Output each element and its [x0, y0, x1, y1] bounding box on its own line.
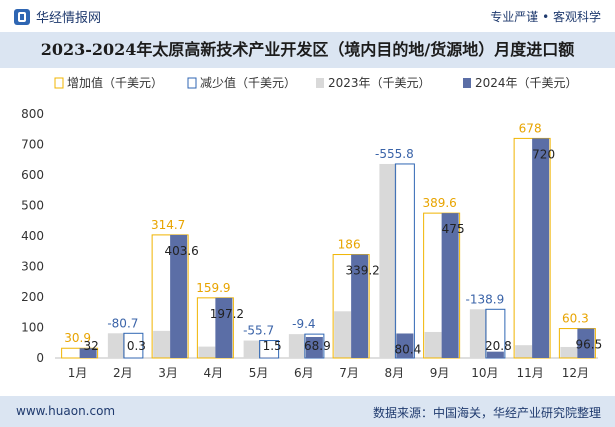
bar-2024-10 — [486, 351, 504, 358]
bar-2024-1 — [79, 348, 97, 358]
change-label-10: -138.9 — [466, 292, 505, 306]
change-label-1: 30.9 — [64, 331, 91, 345]
change-label-8: -555.8 — [375, 147, 414, 161]
change-label-7: 186 — [338, 238, 361, 252]
value-label-2024-7: 339.2 — [345, 264, 379, 278]
y-tick-label: 500 — [21, 199, 44, 213]
y-tick-label: 600 — [21, 168, 44, 182]
bar-2023-11 — [515, 345, 533, 358]
bar-2023-3 — [153, 330, 171, 358]
value-label-2024-9: 475 — [442, 222, 465, 236]
x-tick-label-9: 9月 — [430, 366, 450, 380]
brand-name: 华经情报网 — [36, 11, 102, 26]
value-label-2024-1: 32 — [83, 339, 98, 353]
bar-2023-6 — [288, 334, 306, 358]
legend-label-1: 增加值（千美元） — [67, 75, 163, 90]
slogan: 专业严谨 • 客观科学 — [490, 10, 601, 24]
bar-chart: 增加值（千美元） 减少值（千美元） 2023年（千美元） 2024年（千美元） 0 100… — [21, 75, 603, 380]
website-url: www.huaon.com — [16, 404, 116, 418]
bar-2024-8 — [396, 333, 414, 358]
x-tick-label-12: 12月 — [562, 366, 589, 380]
x-tick-label-7: 7月 — [339, 366, 359, 380]
x-tick-label-4: 4月 — [204, 366, 224, 380]
bar-2024-7 — [351, 254, 369, 358]
legend-swatch-3 — [316, 78, 324, 88]
legend-label-3: 2023年（千美元） — [328, 76, 431, 90]
title-bar: 2023-2024年太原高新技术产业开发区（境内目的地/货源地）月度进口额 — [0, 32, 615, 68]
value-label-2024-3: 403.6 — [164, 244, 198, 258]
value-label-2024-10: 20.8 — [485, 339, 512, 353]
change-label-4: 159.9 — [196, 281, 230, 295]
y-tick-label: 300 — [21, 260, 44, 274]
y-tick-label: 200 — [21, 290, 44, 304]
value-label-2024-11: 720 — [532, 147, 555, 161]
value-label-2024-2: 0.3 — [127, 339, 146, 353]
bar-2023-8 — [379, 163, 397, 358]
x-tick-label-2: 2月 — [113, 366, 133, 380]
x-tick-label-6: 6月 — [294, 366, 314, 380]
bar-2024-6 — [305, 336, 323, 358]
legend: 增加值（千美元） 减少值（千美元） 2023年（千美元） 2024年（千美元） — [54, 75, 578, 90]
legend-swatch-4 — [463, 78, 471, 88]
change-label-5: -55.7 — [243, 324, 274, 338]
legend-swatch-1 — [54, 77, 64, 89]
y-tick-label: 100 — [21, 321, 44, 335]
legend-swatch-2 — [187, 77, 197, 89]
chart-title: 2023-2024年太原高新技术产业开发区（境内目的地/货源地）月度进口额 — [40, 40, 575, 59]
decrease-box-8 — [394, 163, 415, 359]
data-source: 数据来源：中国海关，华经产业研究院整理 — [372, 406, 601, 420]
x-tick-label-1: 1月 — [68, 366, 88, 380]
bar-2023-5 — [243, 340, 261, 358]
value-label-2024-4: 197.2 — [210, 307, 244, 321]
x-tick-label-10: 10月 — [471, 366, 498, 380]
legend-label-4: 2024年（千美元） — [475, 76, 578, 90]
x-tick-label-5: 5月 — [249, 366, 269, 380]
brand: 华经情报网 — [14, 7, 101, 26]
bar-2023-10 — [469, 309, 487, 358]
x-tick-label-3: 3月 — [158, 366, 178, 380]
change-label-3: 314.7 — [151, 218, 185, 232]
bar-2023-4 — [198, 346, 216, 358]
change-label-12: 60.3 — [562, 312, 589, 326]
y-tick-label: 0 — [36, 351, 44, 365]
change-label-11: 678 — [519, 121, 542, 135]
brand-logo-icon — [14, 8, 30, 25]
value-label-2024-12: 96.5 — [576, 338, 603, 352]
x-tick-label-8: 8月 — [385, 366, 405, 380]
bar-2024-11 — [532, 138, 550, 358]
bar-2023-12 — [560, 346, 578, 358]
change-label-2: -80.7 — [107, 316, 138, 330]
footer-bar: www.huaon.com 数据来源：中国海关，华经产业研究院整理 — [0, 396, 615, 427]
bar-2023-2 — [107, 333, 125, 358]
change-label-9: 389.6 — [422, 196, 456, 210]
legend-label-2: 减少值（千美元） — [200, 75, 296, 90]
value-label-2024-6: 68.9 — [304, 339, 331, 353]
y-tick-label: 400 — [21, 229, 44, 243]
bar-2023-7 — [334, 311, 352, 358]
bar-2024-3 — [170, 234, 188, 358]
bar-2023-9 — [424, 331, 442, 358]
value-label-2024-8: 80.4 — [395, 342, 422, 356]
x-tick-label-11: 11月 — [516, 366, 543, 380]
y-tick-label: 700 — [21, 138, 44, 152]
top-bar: 华经情报网 专业严谨 • 客观科学 — [0, 0, 615, 32]
value-label-2024-5: 1.5 — [263, 339, 282, 353]
y-tick-label: 800 — [21, 107, 44, 121]
bar-2024-12 — [577, 328, 595, 358]
change-label-6: -9.4 — [292, 317, 315, 331]
bar-2024-4 — [215, 297, 233, 358]
bar-2024-9 — [441, 213, 459, 358]
